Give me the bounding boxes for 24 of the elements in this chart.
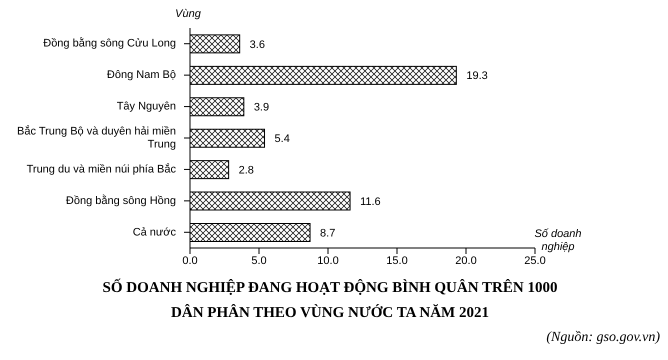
y-tick-label: Cả nước bbox=[132, 226, 176, 238]
data-label: 2.8 bbox=[238, 164, 254, 177]
y-tick-label: Đồng bằng sông Hồng bbox=[66, 194, 176, 207]
x-tick-label: 0.0 bbox=[182, 254, 198, 267]
y-tick-label: Tây Nguyên bbox=[116, 100, 176, 112]
data-label: 5.4 bbox=[274, 133, 290, 146]
x-tick-label: 20.0 bbox=[455, 254, 477, 267]
y-tick-label: Đông Nam Bộ bbox=[106, 69, 176, 82]
data-label: 19.3 bbox=[466, 70, 488, 82]
text: SỐ DOANH NGHIỆP ĐANG HOẠT ĐỘNG BÌNH QUÂN TRÊN 1000 DÂN PHÂN THEO VÙNG NƯỚC TA NĂM 2021 bbox=[102, 278, 558, 323]
data-label: 11.6 bbox=[360, 196, 381, 208]
text: (Nguồn: gso.gov.vn) bbox=[546, 330, 660, 346]
y-tick-label: Trung du và miền núi phía Bắc bbox=[26, 162, 176, 176]
data-label: 8.7 bbox=[320, 227, 336, 240]
data-label: 3.6 bbox=[250, 38, 265, 51]
x-tick-label: 10.0 bbox=[317, 254, 339, 267]
data-label: 3.9 bbox=[254, 102, 270, 114]
y-axis-title: Vùng bbox=[174, 8, 202, 20]
y-tick-label: Bắc Trung Bộ và duyên hải miền Trung bbox=[17, 124, 176, 150]
x-tick-label: 15.0 bbox=[386, 254, 408, 267]
x-tick-label: 5.0 bbox=[251, 254, 267, 267]
x-axis-title: Số doanh nghiệp bbox=[533, 228, 583, 254]
y-tick-label: Đồng bằng sông Cửu Long bbox=[43, 36, 176, 50]
x-tick-label: 25.0 bbox=[524, 254, 546, 267]
